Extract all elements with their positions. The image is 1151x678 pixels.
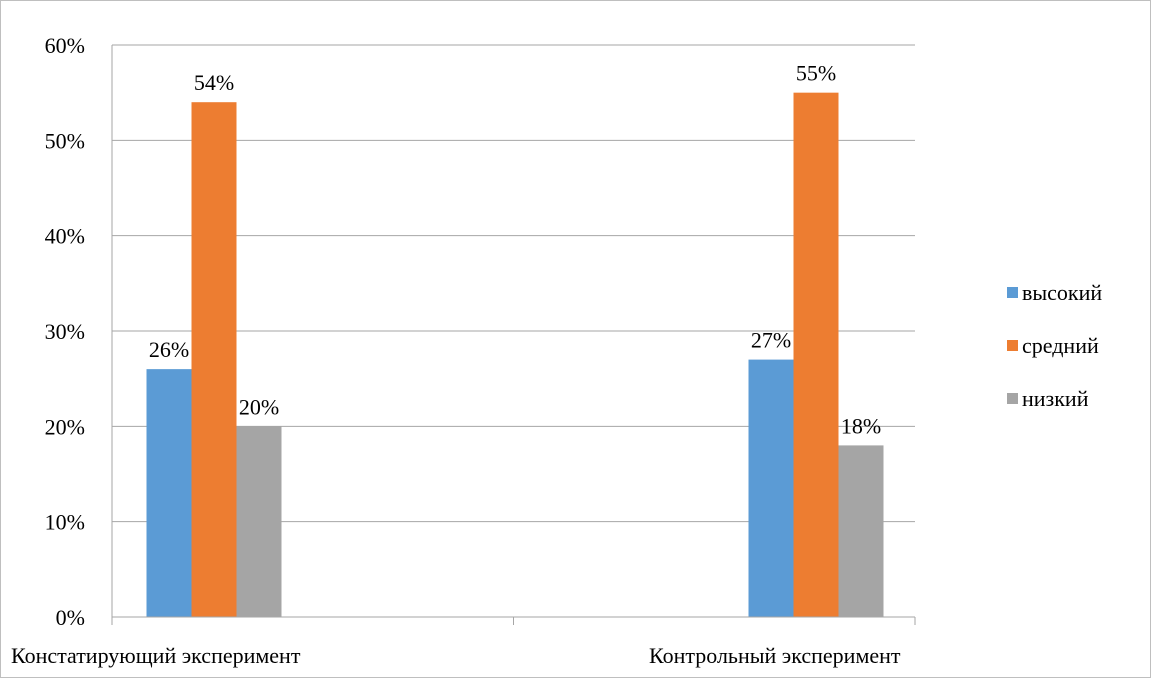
data-label-0-1: 27% <box>751 328 791 353</box>
data-labels: 26% 27% 54% 55% 20% 18% <box>149 61 881 439</box>
legend-label-0: высокий <box>1022 280 1102 305</box>
bar-2-1 <box>838 445 884 617</box>
y-tick-label-4: 40% <box>45 224 85 249</box>
bar-1-0 <box>191 102 237 617</box>
axes: 0% 10% 20% 30% 40% 50% 60% Констатирующий экспе… <box>11 33 916 668</box>
y-tick-label-5: 50% <box>45 128 85 153</box>
data-label-1-1: 55% <box>796 61 836 86</box>
bar-0-0 <box>146 369 192 617</box>
y-tick-label-1: 10% <box>45 510 85 535</box>
legend-swatch-2 <box>1007 393 1018 404</box>
bar-2-0 <box>236 426 282 617</box>
data-label-0-0: 26% <box>149 337 189 362</box>
legend: высокий средний низкий <box>1007 280 1102 411</box>
x-category-label-0: Констатирующий эксперимент <box>11 643 301 668</box>
legend-label-2: низкий <box>1022 386 1089 411</box>
x-category-label-1: Контрольный эксперимент <box>649 643 901 668</box>
legend-swatch-0 <box>1007 287 1018 298</box>
y-tick-label-6: 60% <box>45 33 85 58</box>
legend-swatch-1 <box>1007 340 1018 351</box>
bar-0-1 <box>748 359 794 617</box>
y-tick-label-2: 20% <box>45 414 85 439</box>
y-tick-label-0: 0% <box>56 605 85 630</box>
bar-1-1 <box>793 92 839 617</box>
y-tick-label-3: 30% <box>45 319 85 344</box>
data-label-2-0: 20% <box>239 394 279 419</box>
data-label-1-0: 54% <box>194 70 234 95</box>
legend-label-1: средний <box>1022 333 1099 358</box>
data-label-2-1: 18% <box>841 413 881 438</box>
bars <box>146 92 884 617</box>
